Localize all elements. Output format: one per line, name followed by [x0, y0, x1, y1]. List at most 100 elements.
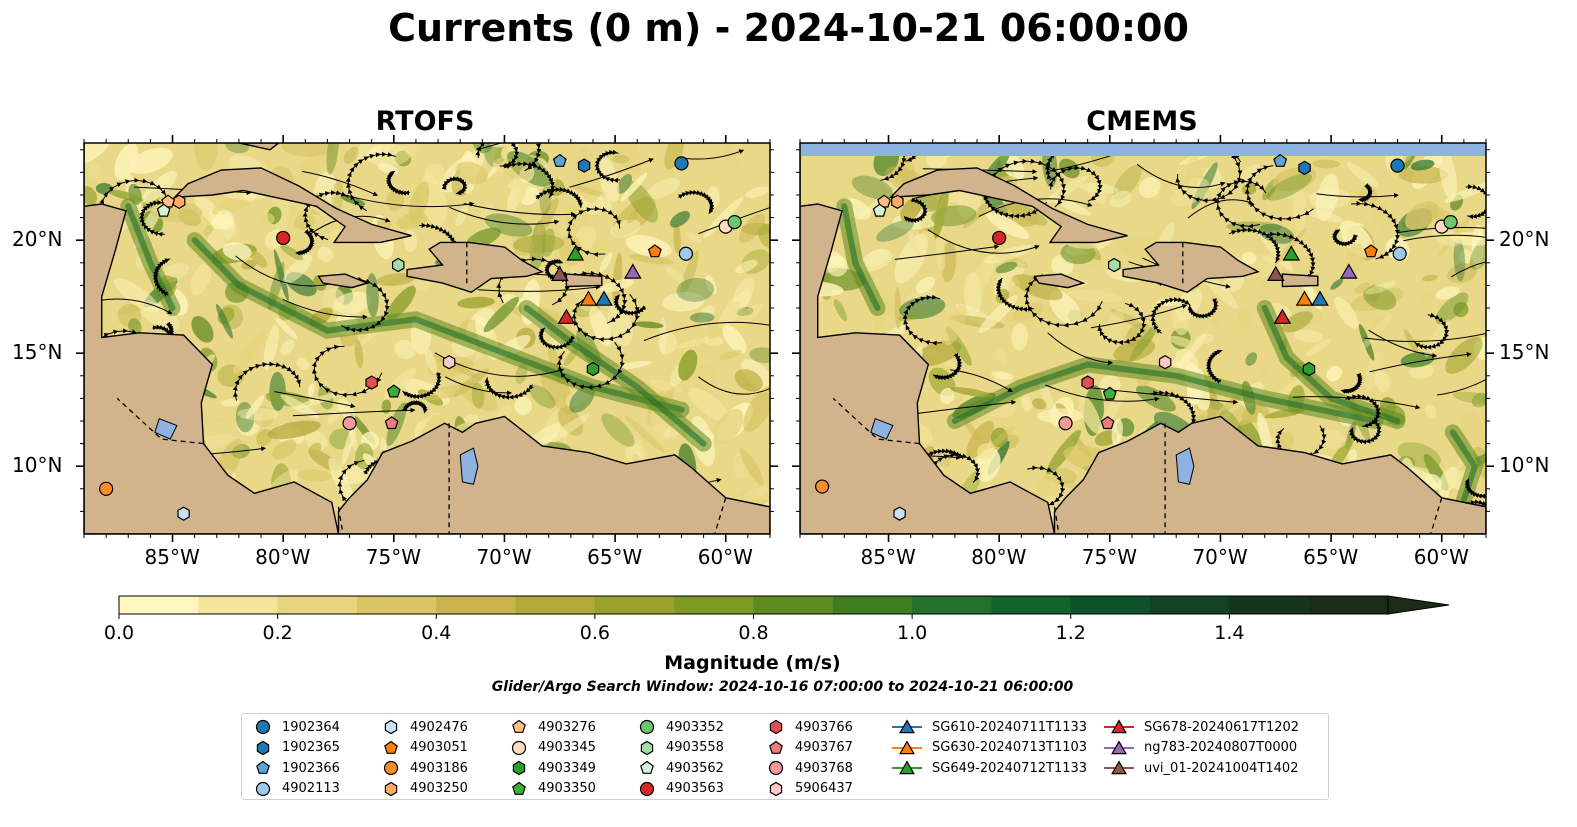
legend-item: 4903766	[765, 717, 853, 737]
lon-tick-label: 85°W	[144, 545, 200, 569]
float-4903558-marker	[1107, 257, 1121, 273]
colorbar-label: Magnitude (m/s)	[664, 652, 841, 674]
legend-item: 1902366	[252, 758, 340, 778]
legend-label: 4903562	[666, 760, 724, 776]
lon-tick-label: 65°W	[1303, 545, 1359, 569]
lon-tick-label: 80°W	[971, 545, 1027, 569]
float-5906437-marker	[442, 355, 456, 370]
hexagon-marker-icon	[256, 740, 270, 755]
circle-marker-icon	[255, 719, 271, 735]
legend-label: 4903345	[538, 740, 596, 755]
glider-SG630-20240713T1103-marker	[579, 290, 598, 306]
legend-ng783-20240807T0000-marker	[1111, 739, 1127, 754]
colorbar-segment	[594, 596, 675, 614]
legend-item: SG678-20240617T1202	[1102, 717, 1299, 737]
colorbar-segment	[1070, 596, 1151, 614]
hexagon-marker-icon	[512, 760, 526, 776]
legend-label: ng783-20240807T0000	[1144, 740, 1298, 755]
glider-SG630-20240713T1103-marker	[1295, 290, 1314, 306]
legend-label: 4902113	[282, 781, 340, 796]
pentagon-marker-icon	[512, 781, 526, 795]
legend-item: 4903562	[636, 758, 724, 778]
float-4903352-marker	[1443, 215, 1458, 230]
cmems-map-frame	[799, 142, 1487, 535]
float-4903250-marker	[172, 194, 186, 209]
lat-tick-label: 10°N	[12, 453, 63, 478]
float-5906437-marker	[1158, 355, 1172, 370]
colorbar-segment	[1308, 596, 1389, 614]
glider-ng783-20240807T0000-marker	[623, 263, 642, 279]
float-4902113-marker	[1392, 246, 1407, 261]
cmems-argo-floats	[815, 153, 1458, 521]
legend-item: 1902365	[252, 738, 340, 758]
legend-label: 4903276	[538, 719, 596, 735]
legend-label: 1902365	[282, 740, 340, 755]
lon-tick-label: 70°W	[476, 545, 532, 569]
float-4903767-marker	[1100, 416, 1115, 430]
circle-marker-icon	[255, 781, 271, 796]
legend-item: 4903186	[380, 758, 468, 778]
legend-label: 4903186	[410, 760, 468, 776]
legend-4903186-marker	[383, 760, 399, 776]
legend-item: 4903767	[765, 738, 853, 758]
lon-tick-label: 70°W	[1192, 545, 1248, 569]
legend-item: ng783-20240807T0000	[1102, 738, 1297, 758]
rtofs-land	[84, 143, 770, 534]
legend-SG610-20240711T1133-marker	[899, 719, 915, 734]
legend-label: SG630-20240713T1103	[932, 740, 1088, 755]
circle-marker-icon	[768, 760, 784, 776]
legend-4903558-marker	[640, 740, 654, 755]
lon-tick-label: 75°W	[365, 545, 422, 569]
colorbar-segment	[832, 596, 913, 614]
float-4902113-marker	[678, 246, 694, 261]
colorbar-segment	[991, 596, 1072, 614]
pentagon-marker-icon	[769, 740, 783, 754]
hexagon-marker-icon	[769, 781, 783, 796]
legend-4902476-marker	[384, 719, 398, 735]
legend-label: SG610-20240711T1133	[932, 719, 1088, 735]
float-4903051-marker	[1363, 244, 1378, 258]
legend-label: 5906437	[795, 781, 853, 796]
legend-label: 4903250	[410, 781, 468, 796]
legend-4903276-marker	[512, 719, 526, 733]
lat-tick-label: 20°N	[1499, 227, 1550, 252]
float-4903250-marker	[891, 194, 904, 209]
float-4903186-marker	[815, 479, 830, 494]
legend-item: SG630-20240713T1103	[890, 738, 1087, 758]
lon-tick-label: 75°W	[1081, 545, 1138, 569]
legend-label: 1902364	[282, 719, 340, 735]
legend-item: 4902113	[252, 779, 340, 799]
pentagon-marker-icon	[256, 760, 270, 774]
colorbar-tick-label: 0.6	[579, 622, 610, 644]
legend: 1902364 1902365 1902366 4902113 4902476 49030…	[241, 713, 1329, 800]
triangle-marker-icon	[1104, 760, 1134, 775]
legend-4903051-marker	[384, 740, 398, 754]
colorbar-segment	[119, 596, 199, 614]
float-4903767-marker	[384, 416, 399, 430]
legend-label: uvi_01-20241004T1402	[1144, 760, 1299, 776]
legend-label: 4903558	[666, 740, 724, 755]
search-window-text: Glider/Argo Search Window: 2024-10-16 07…	[491, 679, 1074, 695]
colorbar	[118, 595, 1450, 619]
rtofs-map-frame	[83, 142, 771, 535]
lat-tick-label: 10°N	[1499, 453, 1550, 478]
legend-label: 4903350	[538, 781, 596, 796]
legend-4903349-marker	[512, 760, 526, 776]
glider-SG649-20240712T1133-marker	[566, 245, 585, 261]
legend-uvi_01-20241004T1402-marker	[1111, 760, 1127, 775]
float-1902365-marker	[577, 158, 591, 173]
colorbar-segment	[1150, 596, 1230, 614]
float-4903562-marker	[156, 203, 171, 217]
pentagon-marker-icon	[640, 760, 654, 774]
float-1902366-marker	[552, 153, 567, 167]
legend-item: SG649-20240712T1133	[890, 758, 1087, 778]
legend-label: SG649-20240712T1133	[932, 760, 1088, 776]
legend-4902113-marker	[255, 781, 271, 796]
triangle-marker-icon	[892, 719, 922, 734]
panel-title-cmems: CMEMS	[1086, 106, 1198, 137]
glider-uvi_01-20241004T1402-marker	[1266, 265, 1285, 281]
triangle-marker-icon	[892, 739, 922, 754]
legend-item: 4903349	[508, 758, 596, 778]
colorbar-tick-label: 1.2	[1055, 622, 1086, 644]
hexagon-marker-icon	[384, 719, 398, 735]
